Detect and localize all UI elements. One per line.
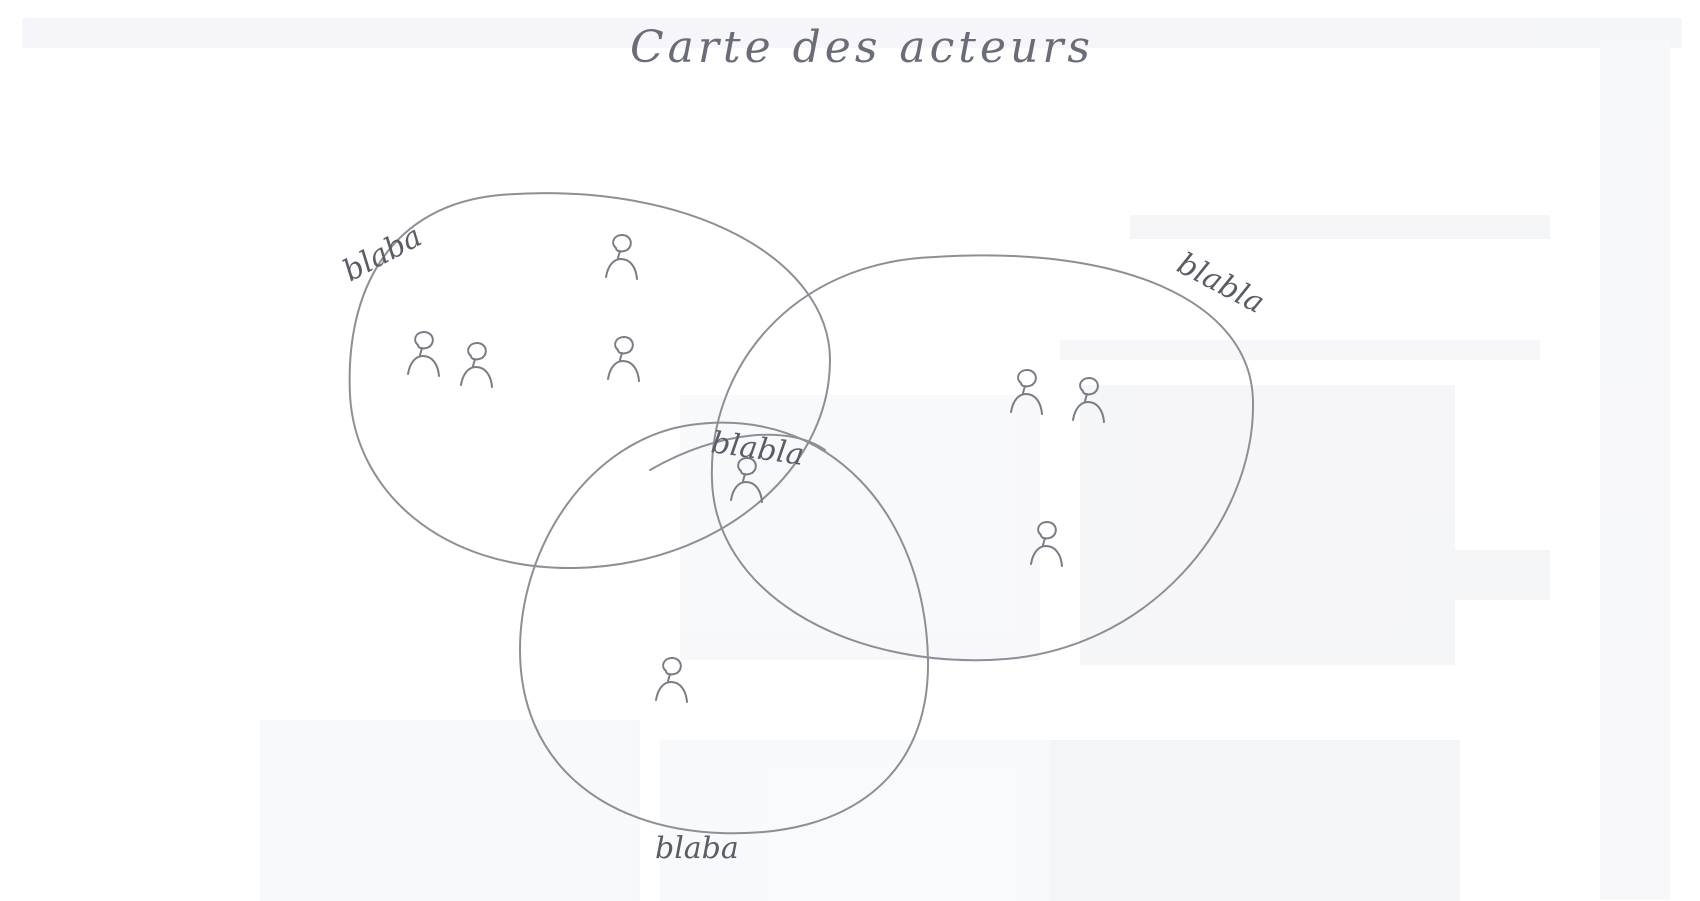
group-circle-bottom bbox=[518, 421, 930, 835]
group-circle-left bbox=[348, 192, 832, 570]
person-icon bbox=[460, 342, 493, 388]
diagram-title: Carte des acteurs bbox=[630, 22, 1094, 73]
person-icon bbox=[407, 331, 440, 377]
person-icon bbox=[655, 657, 688, 703]
person-icon bbox=[1072, 377, 1105, 423]
group-circle-right bbox=[710, 254, 1255, 662]
person-icon bbox=[605, 234, 638, 280]
group-circle-left-underline bbox=[649, 433, 826, 471]
group-label-bottom: blaba bbox=[655, 831, 739, 866]
group-label-right: blabla bbox=[1171, 246, 1270, 321]
scan-background bbox=[22, 18, 1682, 901]
person-icon bbox=[1030, 521, 1063, 567]
group-label-left: blaba bbox=[337, 219, 427, 289]
person-icon bbox=[730, 457, 763, 503]
person-icon bbox=[607, 336, 640, 382]
person-icon bbox=[1010, 369, 1043, 415]
